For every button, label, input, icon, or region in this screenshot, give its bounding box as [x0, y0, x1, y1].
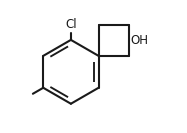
Text: OH: OH [131, 34, 148, 47]
Text: Cl: Cl [65, 18, 77, 31]
